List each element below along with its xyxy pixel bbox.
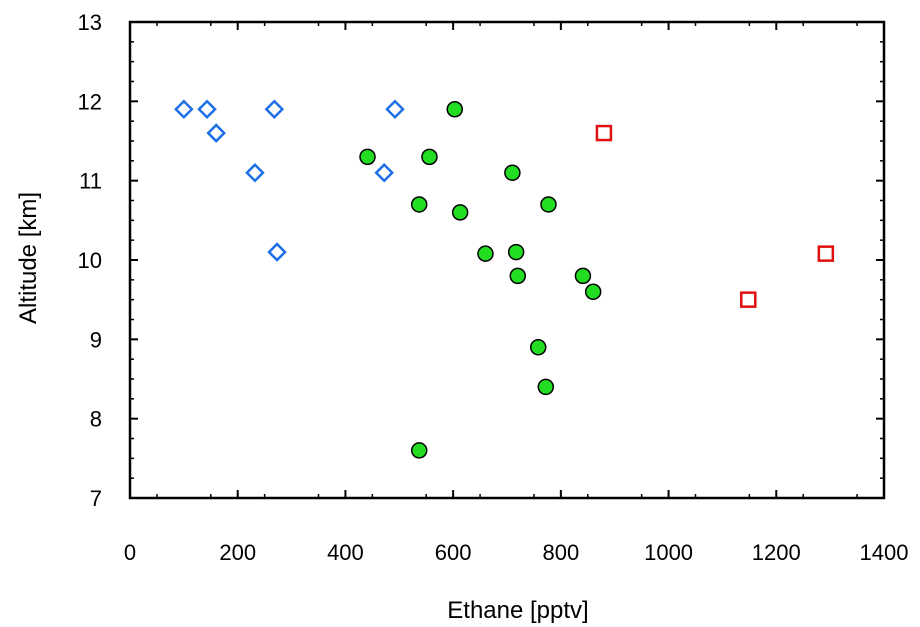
diamond-point xyxy=(264,99,285,120)
circle-point xyxy=(451,204,469,221)
circle-point xyxy=(509,267,527,285)
diamond-point xyxy=(267,242,287,262)
plot-frame xyxy=(128,20,886,500)
y-tick-labels: 7 8 9 10 11 12 13 xyxy=(78,10,102,511)
circle-point xyxy=(477,245,494,262)
circle-point xyxy=(504,164,521,181)
x-tick-label: 800 xyxy=(542,540,579,565)
y-tick-label: 11 xyxy=(79,169,102,194)
circle-point xyxy=(529,339,547,356)
diamond-point xyxy=(245,162,265,183)
x-axis-label: Ethane [pptv] xyxy=(447,597,588,624)
y-axis-label: Altitude [km] xyxy=(15,192,42,324)
diamond-point xyxy=(206,123,226,143)
circle-point xyxy=(359,148,376,166)
square-point xyxy=(595,124,613,142)
axis-ticks xyxy=(129,21,885,499)
circle-point xyxy=(507,243,525,261)
circle-point xyxy=(540,196,557,213)
circle-point xyxy=(537,378,555,396)
x-tick-label: 1000 xyxy=(644,540,693,565)
x-tick-label: 200 xyxy=(219,540,256,565)
x-tick-label: 1200 xyxy=(752,540,801,565)
y-tick-label: 12 xyxy=(78,89,102,114)
circle-point xyxy=(584,283,602,300)
data-points xyxy=(174,99,835,459)
y-tick-label: 7 xyxy=(90,486,102,511)
diamond-point xyxy=(174,99,194,120)
circle-point xyxy=(421,148,438,166)
x-tick-label: 400 xyxy=(327,540,364,565)
diamond-point xyxy=(385,99,405,120)
circle-point xyxy=(410,442,428,459)
diamond-point xyxy=(374,162,394,183)
diamond-point xyxy=(197,99,217,120)
y-tick-label: 9 xyxy=(90,327,102,352)
x-tick-labels: 0 200 400 600 800 1000 1200 1400 xyxy=(124,540,909,565)
y-tick-label: 8 xyxy=(90,407,102,432)
x-tick-label: 0 xyxy=(124,540,136,565)
y-tick-label: 10 xyxy=(78,248,102,273)
x-tick-label: 600 xyxy=(435,540,472,565)
circle-point xyxy=(574,267,592,285)
square-point xyxy=(740,291,757,308)
circle-point xyxy=(410,196,428,213)
circle-point xyxy=(446,101,464,118)
square-point xyxy=(817,245,835,262)
x-tick-label: 1400 xyxy=(860,540,909,565)
y-tick-label: 13 xyxy=(78,10,102,35)
